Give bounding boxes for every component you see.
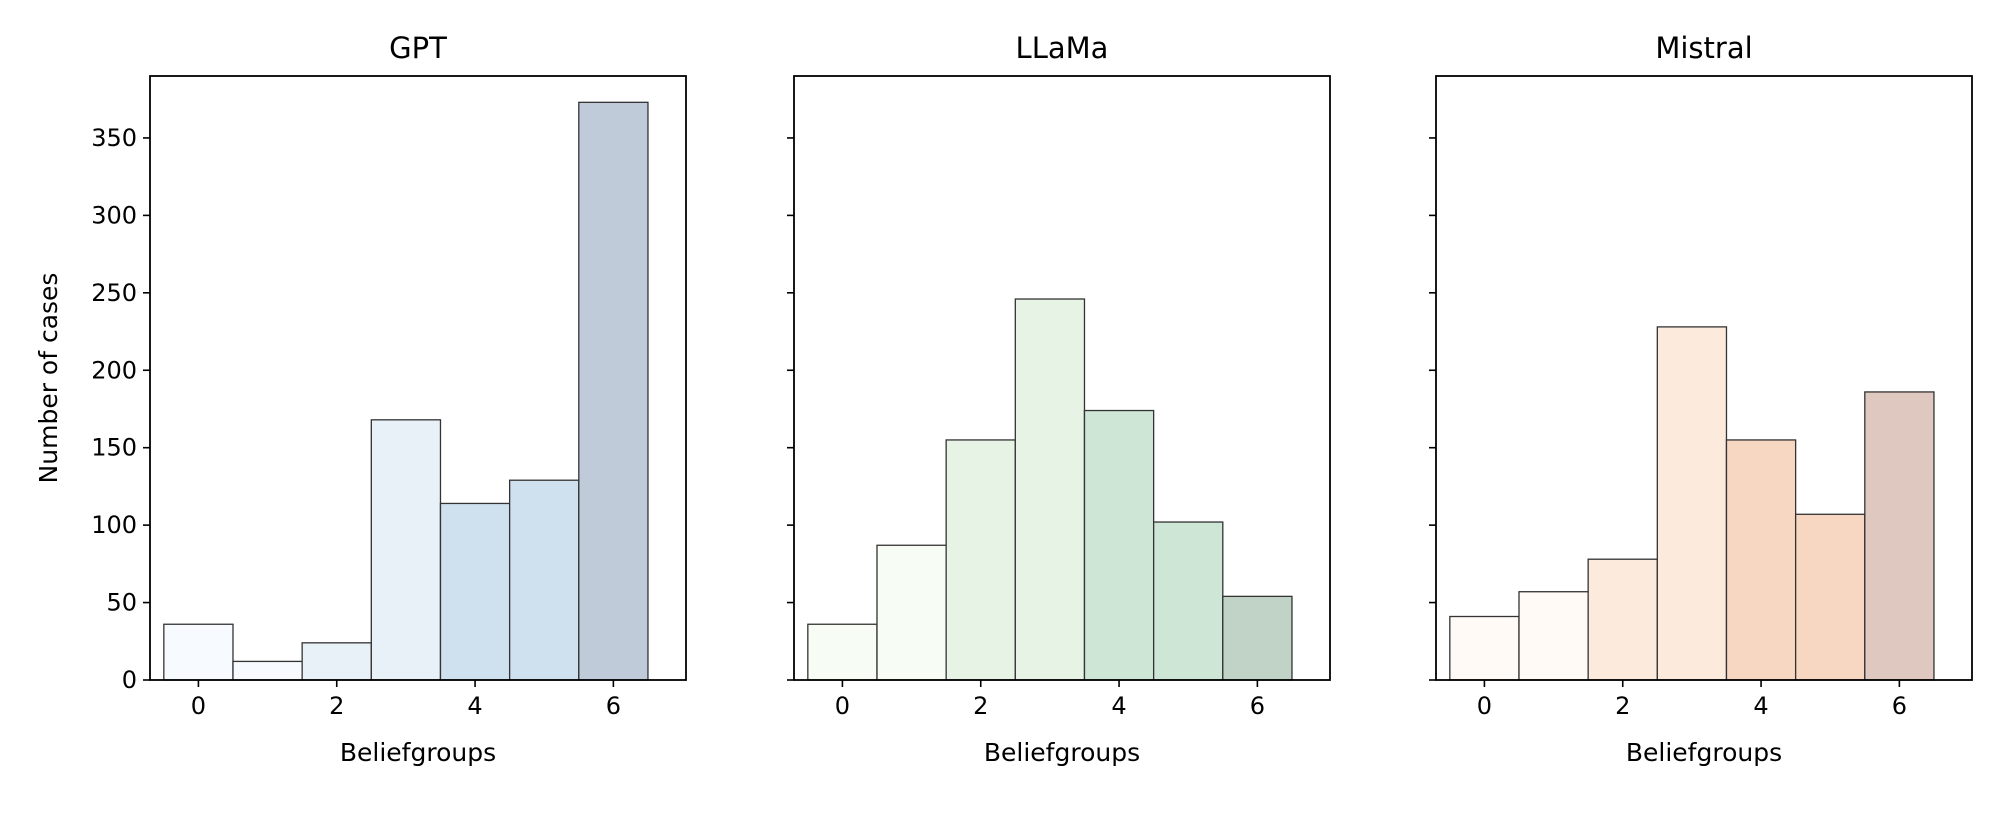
y-tick-label: 0 bbox=[122, 666, 137, 694]
y-tick-label: 300 bbox=[91, 201, 137, 229]
x-tick-label: 0 bbox=[1477, 692, 1492, 720]
plot-frame bbox=[1435, 75, 1973, 681]
bar-0 bbox=[163, 623, 234, 681]
bar-1 bbox=[876, 544, 947, 681]
panel-gpt: GPT 0 50 100 150 200 250 300 350 0 2 4 6 Beliefgro… bbox=[34, 31, 687, 767]
plot-frame bbox=[793, 75, 1331, 681]
x-tick-label: 0 bbox=[191, 692, 206, 720]
bar-6 bbox=[1222, 595, 1293, 681]
y-tick-label: 50 bbox=[106, 589, 137, 617]
bar-2 bbox=[945, 439, 1016, 681]
bar-6 bbox=[1864, 391, 1935, 681]
bars bbox=[1449, 326, 1935, 681]
x-axis-ticks: 0 2 4 6 bbox=[1477, 680, 1907, 720]
bar-4 bbox=[1725, 439, 1797, 681]
panel-llama: LLaMa 0 2 4 6 Beliefgroups bbox=[787, 31, 1331, 767]
bar-5 bbox=[1794, 513, 1866, 681]
y-tick-label: 150 bbox=[91, 434, 137, 462]
x-tick-label: 2 bbox=[973, 692, 988, 720]
bar-2 bbox=[1587, 558, 1658, 681]
bar-3 bbox=[1656, 326, 1728, 681]
bar-4 bbox=[439, 502, 511, 681]
bar-3 bbox=[1014, 298, 1086, 681]
bar-1 bbox=[1518, 591, 1589, 681]
x-tick-label: 4 bbox=[1753, 692, 1768, 720]
x-tick-label: 0 bbox=[835, 692, 850, 720]
x-axis-label: Beliefgroups bbox=[340, 738, 496, 767]
y-tick-label: 250 bbox=[91, 279, 137, 307]
panel-title: LLaMa bbox=[1016, 31, 1109, 65]
bar-0 bbox=[1449, 615, 1520, 681]
y-tick-label: 100 bbox=[91, 511, 137, 539]
panel-mistral: Mistral 0 2 4 6 Beliefgroups bbox=[1429, 31, 1973, 767]
y-axis-ticks bbox=[787, 137, 794, 681]
x-tick-label: 6 bbox=[1250, 692, 1265, 720]
bars bbox=[163, 101, 649, 681]
x-tick-label: 6 bbox=[606, 692, 621, 720]
x-axis-label: Beliefgroups bbox=[984, 738, 1140, 767]
y-axis-ticks: 0 50 100 150 200 250 300 350 bbox=[91, 124, 150, 694]
x-axis-ticks: 0 2 4 6 bbox=[191, 680, 621, 720]
bar-0 bbox=[807, 623, 878, 681]
y-axis-label: Number of cases bbox=[34, 273, 63, 484]
x-tick-label: 4 bbox=[1111, 692, 1126, 720]
x-tick-label: 2 bbox=[1615, 692, 1630, 720]
x-axis-label: Beliefgroups bbox=[1626, 738, 1782, 767]
y-tick-label: 200 bbox=[91, 356, 137, 384]
panel-title: Mistral bbox=[1655, 31, 1752, 65]
panel-title: GPT bbox=[389, 31, 447, 65]
bars bbox=[807, 298, 1293, 681]
bar-4 bbox=[1083, 409, 1155, 681]
y-axis-ticks bbox=[1429, 137, 1436, 681]
plot-frame bbox=[149, 75, 687, 681]
bar-6 bbox=[578, 101, 649, 681]
bar-5 bbox=[508, 479, 580, 681]
bar-2 bbox=[301, 642, 372, 681]
bar-1 bbox=[232, 660, 303, 681]
x-axis-ticks: 0 2 4 6 bbox=[835, 680, 1265, 720]
y-tick-label: 350 bbox=[91, 124, 137, 152]
bar-3 bbox=[370, 419, 442, 681]
bar-5 bbox=[1152, 521, 1224, 681]
x-tick-label: 2 bbox=[329, 692, 344, 720]
x-tick-label: 6 bbox=[1892, 692, 1907, 720]
x-tick-label: 4 bbox=[467, 692, 482, 720]
